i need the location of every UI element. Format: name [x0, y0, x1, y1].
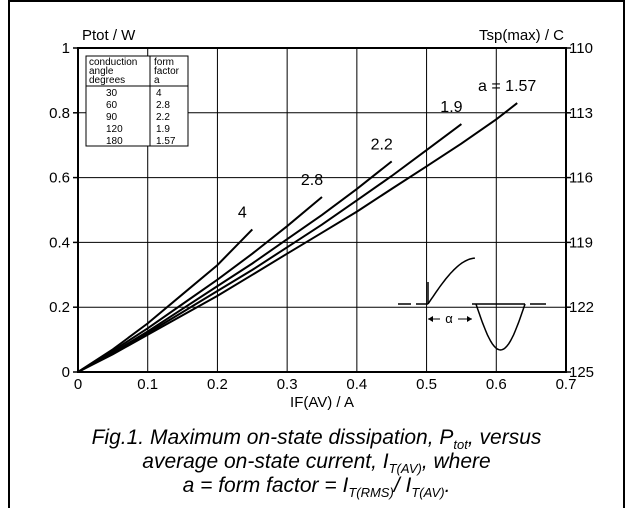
y-tick-label: 0.6 [49, 170, 70, 187]
alpha-label: α [445, 311, 453, 326]
waveform-positive-half [427, 257, 475, 305]
y-tick-label: 1 [62, 40, 70, 57]
series-line [77, 102, 518, 373]
series-line [77, 228, 254, 373]
table-header-cell: factor [154, 66, 180, 77]
y2-axis-label: Tsp(max) / C [479, 27, 564, 44]
table-cell: 60 [106, 100, 118, 111]
curve-label: 2.8 [301, 172, 323, 189]
curves: 42.82.21.9a = 1.57 [77, 78, 536, 373]
waveform-negative-half [475, 303, 526, 351]
table-cell: 30 [106, 88, 118, 99]
table-header-cell: a [154, 75, 160, 86]
curve-label: 2.2 [371, 136, 393, 153]
curve-label: 4 [238, 204, 247, 221]
x-tick-label: 0.7 [556, 376, 577, 393]
table-box [85, 55, 189, 147]
x-axis-label: IF(AV) / A [290, 394, 354, 411]
figure-frame [8, 0, 625, 508]
y-tick-label: 0.8 [49, 105, 70, 122]
y2-tick-label: 119 [569, 234, 593, 251]
table-header-cell: conduction [89, 57, 137, 68]
alpha-arrow-right [467, 316, 472, 322]
x-tick-label: 0.3 [277, 376, 298, 393]
waveform-inset: α [398, 257, 546, 351]
power-dissipation-chart: 42.82.21.9a = 1.57 0 0.1 0.2 0.3 0.4 0.5 0.6 0.… [49, 27, 594, 411]
y2-tick-label: 122 [569, 299, 594, 316]
table-cell: 2.2 [156, 112, 170, 123]
table-cell: 1.9 [156, 124, 170, 135]
table-header-cell: angle [89, 66, 114, 77]
y-axis-label: Ptot / W [82, 27, 136, 44]
table-cell: 4 [156, 88, 162, 99]
y2-tick-label: 110 [569, 40, 593, 57]
x-tick-label: 0.2 [207, 376, 228, 393]
table-cell: 90 [106, 112, 118, 123]
x-tick-label: 0.6 [486, 376, 507, 393]
table-cell: 180 [106, 136, 123, 147]
curve-label: a = 1.57 [478, 78, 536, 95]
y2-tick-label: 116 [569, 170, 593, 187]
curve-label: 1.9 [440, 99, 462, 116]
y2-tick-label: 125 [569, 364, 594, 381]
x-tick-label: 0.5 [416, 376, 437, 393]
x-tick-label: 0.4 [346, 376, 367, 393]
table-cell: 2.8 [156, 100, 170, 111]
alpha-label-bg [440, 311, 458, 325]
y-tick-label: 0 [62, 364, 70, 381]
table-header-cell: degrees [89, 75, 125, 86]
table-cell: 1.57 [156, 136, 176, 147]
ticks: 0 0.1 0.2 0.3 0.4 0.5 0.6 0.7 0 125 0.2 122 0.4 119 0.… [49, 40, 594, 393]
x-tick-label: 0.1 [137, 376, 158, 393]
series-line [77, 123, 462, 373]
x-tick-label: 0 [74, 376, 82, 393]
table-header-cell: form [154, 57, 174, 68]
y-tick-label: 0.4 [49, 234, 70, 251]
series-line [77, 196, 323, 373]
y-tick-label: 0.2 [49, 299, 70, 316]
table-cell: 120 [106, 124, 123, 135]
y2-tick-label: 113 [569, 105, 593, 122]
alpha-arrow-left [428, 316, 433, 322]
caption-line-1: Fig.1. Maximum on-state dissipation, Pto… [91, 426, 542, 453]
caption-line-3: a = form factor = IT(RMS)/ IT(AV). [182, 474, 451, 501]
caption-line-2: average on-state current, IT(AV), where [142, 450, 491, 477]
plot-border [77, 47, 567, 373]
